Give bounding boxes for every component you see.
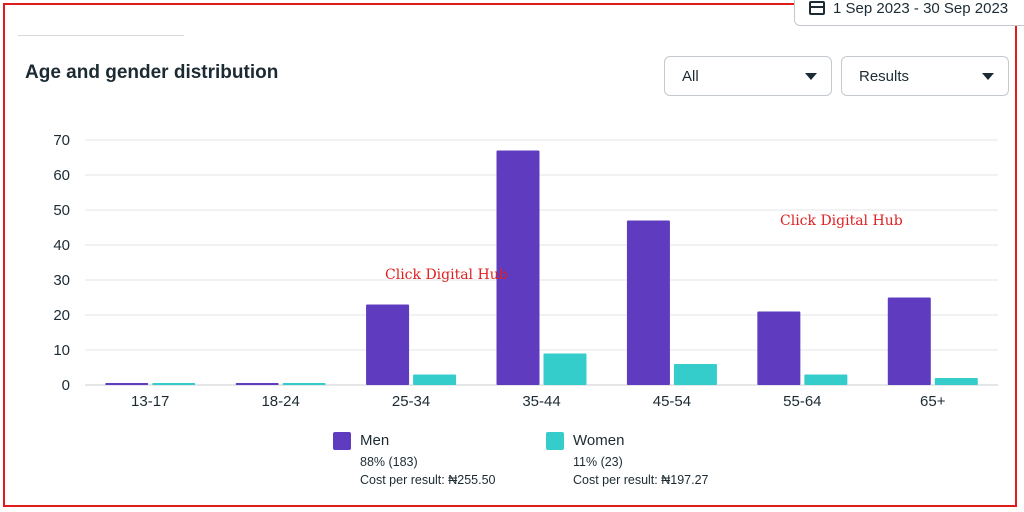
bar-women-55-64 [804, 374, 848, 385]
watermark-text: Click Digital Hub [780, 213, 903, 229]
legend-swatch-women [546, 432, 564, 450]
calendar-icon [809, 1, 825, 15]
bar-men-45-54 [626, 220, 670, 385]
bar-women-25-34 [413, 374, 457, 385]
bar-women-13-17 [152, 383, 196, 385]
bar-men-25-34 [366, 304, 410, 385]
y-tick-label: 70 [53, 132, 70, 149]
bar-men-35-44 [496, 150, 540, 385]
legend-swatch-men [333, 432, 351, 450]
y-tick-label: 40 [53, 237, 70, 254]
x-tick-label: 18-24 [261, 393, 299, 410]
y-tick-label: 60 [53, 167, 70, 184]
x-tick-label: 13-17 [131, 393, 169, 410]
bar-men-55-64 [757, 311, 801, 385]
x-tick-label: 25-34 [392, 393, 430, 410]
bar-women-65+ [934, 378, 978, 385]
audience-dropdown[interactable]: All [664, 56, 832, 96]
x-tick-label: 55-64 [783, 393, 821, 410]
watermark-text: Click Digital Hub [385, 267, 508, 283]
x-tick-label: 45-54 [653, 393, 691, 410]
date-range-label: 1 Sep 2023 - 30 Sep 2023 [833, 0, 1009, 17]
legend-label-women: Women [573, 432, 625, 449]
x-tick-label: 65+ [920, 393, 946, 410]
bar-men-13-17 [105, 383, 149, 385]
legend-share-women: 11% (23) [573, 455, 623, 469]
y-tick-label: 10 [53, 342, 70, 359]
y-tick-label: 50 [53, 202, 70, 219]
caret-down-icon [982, 72, 994, 80]
bar-women-35-44 [543, 353, 587, 385]
y-tick-label: 0 [62, 377, 70, 394]
y-tick-label: 20 [53, 307, 70, 324]
metric-dropdown-value: Results [859, 67, 910, 85]
date-range-button[interactable]: 1 Sep 2023 - 30 Sep 2023 [794, 0, 1024, 26]
legend-cost-women: Cost per result: ₦197.27 [573, 473, 709, 487]
bar-women-18-24 [282, 383, 326, 385]
legend-label-men: Men [360, 432, 390, 449]
bar-men-18-24 [235, 383, 279, 385]
chart-title: Age and gender distribution [25, 62, 279, 83]
legend-cost-men: Cost per result: ₦255.50 [360, 473, 496, 487]
legend-share-men: 88% (183) [360, 455, 418, 469]
screenshot-frame [3, 3, 1017, 507]
audience-dropdown-value: All [682, 67, 699, 85]
bar-men-65+ [887, 297, 931, 385]
y-tick-label: 30 [53, 272, 70, 289]
x-tick-label: 35-44 [522, 393, 560, 410]
bar-women-45-54 [673, 364, 717, 385]
caret-down-icon [805, 72, 817, 80]
tab-divider [18, 35, 184, 36]
metric-dropdown[interactable]: Results [841, 56, 1009, 96]
